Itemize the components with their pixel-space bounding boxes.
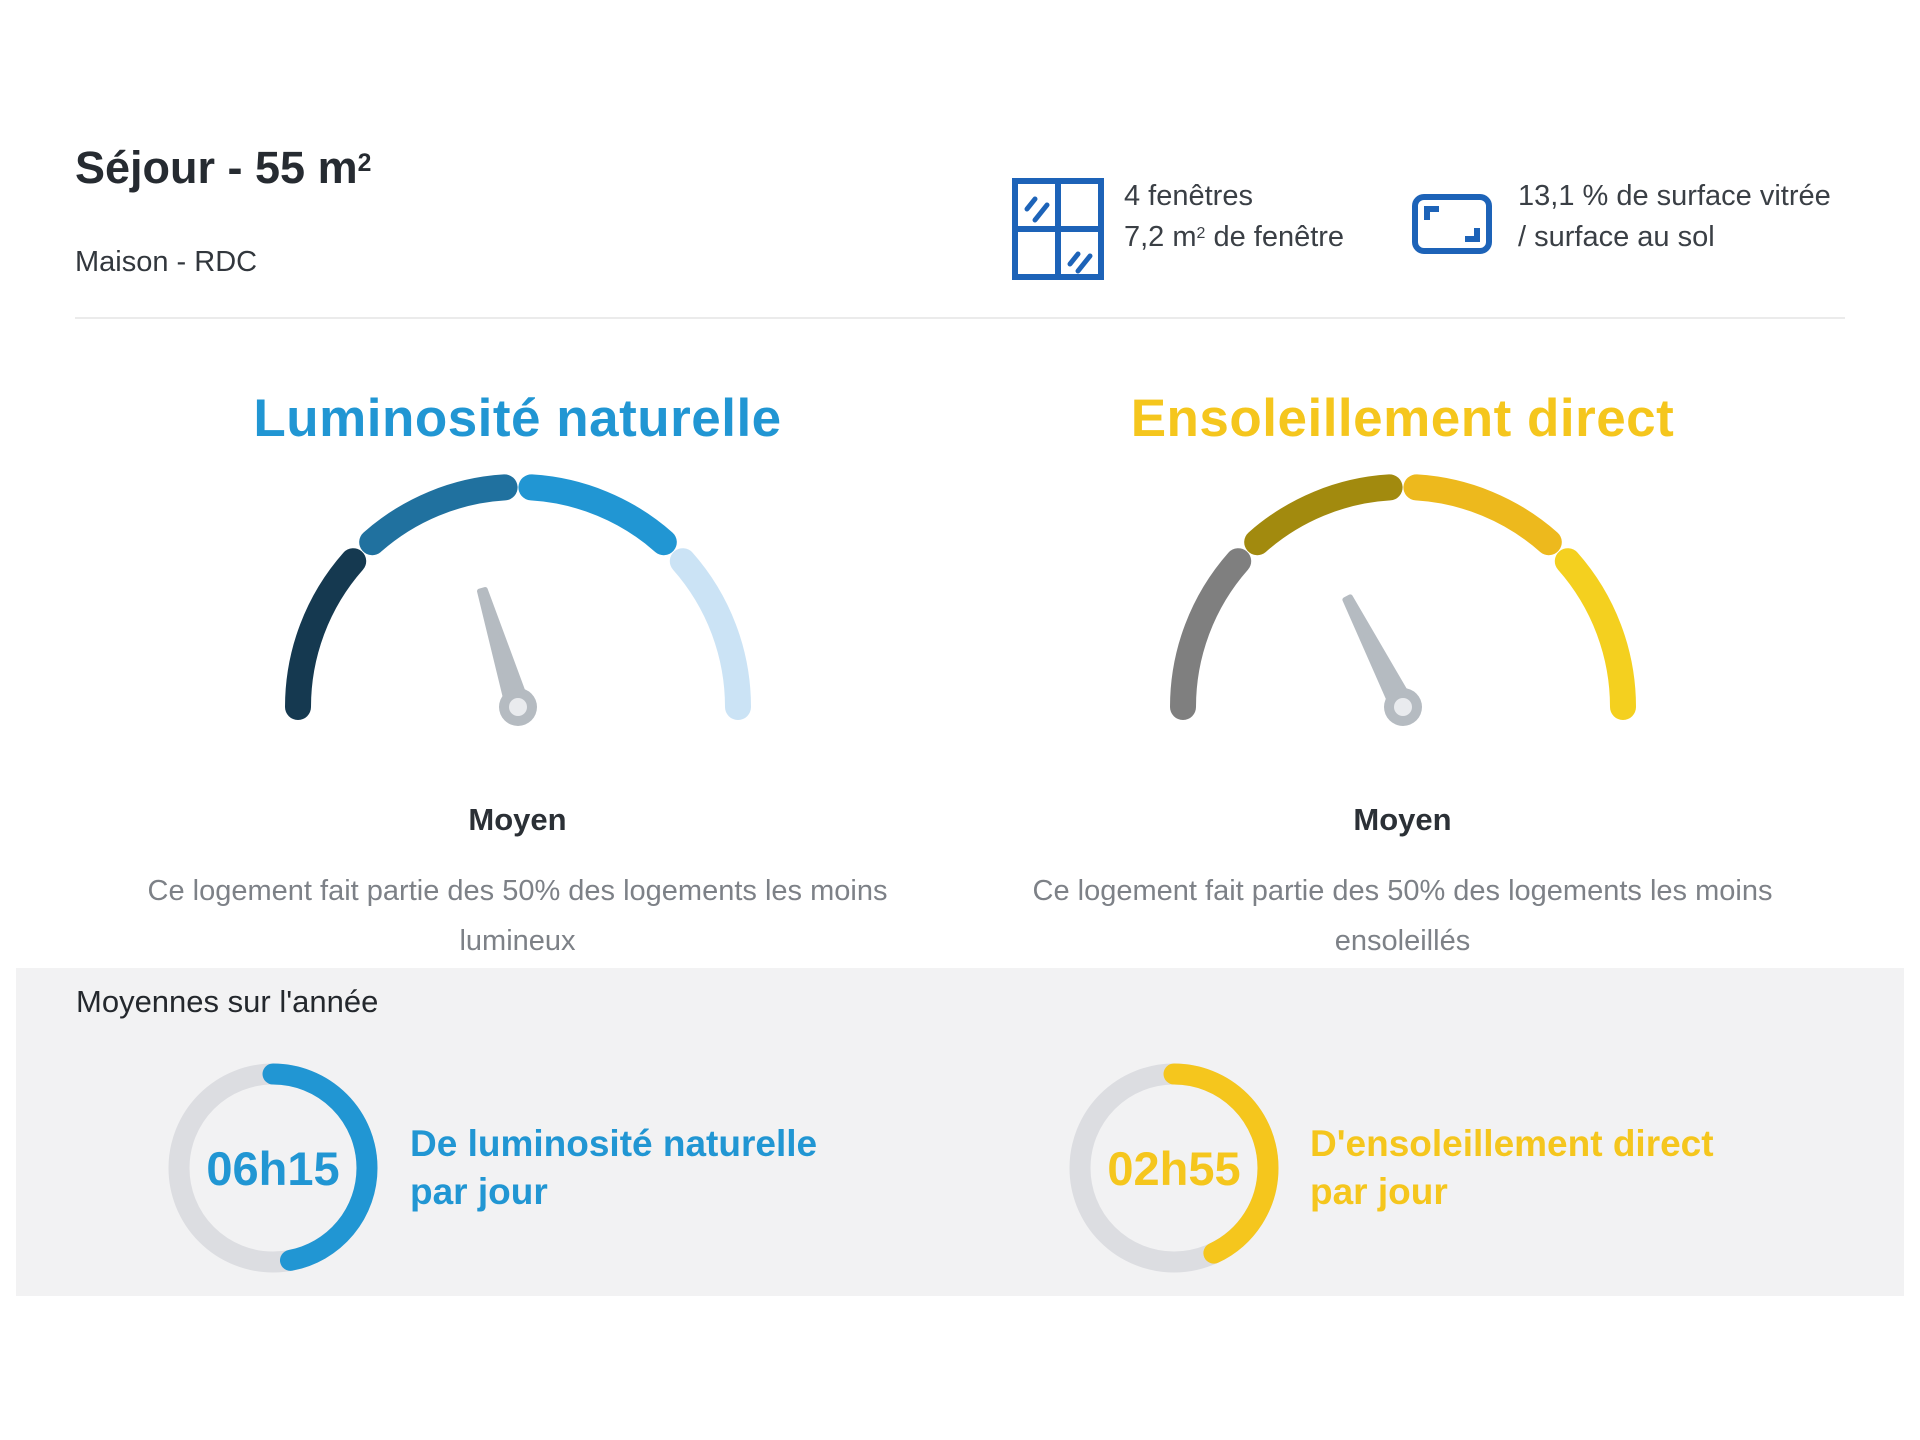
window-icon (1012, 178, 1104, 280)
ring-label-line1: D'ensoleillement direct (1310, 1123, 1714, 1164)
glazing-ratio-text: 13,1 % de surface vitrée / surface au so… (1518, 176, 1831, 258)
gauge-segment-1 (1169, 548, 1251, 720)
averages-heading: Moyennes sur l'année (76, 984, 379, 1019)
window-area-unit: de fenêtre (1205, 221, 1345, 253)
gauge-segment-3 (1402, 474, 1562, 556)
gauge-rating-luminosite: Moyen (468, 802, 567, 837)
gauge-segment-3 (517, 474, 677, 556)
direct-sun-section: Ensoleillement direct Moyen Ce logement … (960, 388, 1845, 966)
glazing-ratio-line1: 13,1 % de surface vitrée (1518, 180, 1831, 212)
page-title-superscript: 2 (357, 149, 372, 177)
ring-label-ensoleillement: D'ensoleillement direct par jour (1310, 1120, 1714, 1216)
natural-light-section: Luminosité naturelle Moyen Ce logement f… (75, 388, 960, 966)
window-count-line: 4 fenêtres (1124, 180, 1253, 212)
gauge-title-luminosite: Luminosité naturelle (253, 389, 782, 448)
gauge-description-line2: lumineux (459, 925, 576, 957)
glazing-surface-icon (1412, 194, 1492, 254)
ring-label-line2: par jour (410, 1171, 548, 1212)
ring-label-line2: par jour (1310, 1171, 1448, 1212)
window-area-line: 7,2 m2 de fenêtre (1124, 217, 1344, 262)
page-subtitle: Maison - RDC (75, 246, 258, 278)
window-area-value: 7,2 m (1124, 221, 1197, 253)
page-title: Séjour - 55 m2 (75, 142, 371, 194)
gauge-needle-hub-dot (508, 698, 527, 716)
gauge-segment-2 (1243, 474, 1403, 556)
ring-label-luminosite: De luminosité naturelle par jour (410, 1120, 817, 1216)
gauge-segment-2 (358, 474, 518, 556)
ring-value-luminosite: 06h15 (206, 1141, 340, 1195)
window-area-superscript: 2 (1196, 225, 1206, 243)
gauge-description-line2: ensoleillés (1334, 925, 1471, 957)
averages-panel: Moyennes sur l'année 06h15 De luminosité… (16, 968, 1904, 1296)
gauge-segment-1 (284, 548, 366, 720)
gauge-needle-hub-dot (1393, 698, 1412, 716)
gauge-description-ensoleillement: Ce logement fait partie des 50% des loge… (960, 866, 1845, 966)
gauge-title-ensoleillement: Ensoleillement direct (1130, 389, 1675, 448)
ring-progress (168, 1063, 378, 1273)
gauge-rating-ensoleillement: Moyen (1353, 802, 1452, 837)
gauge-segment-4 (1554, 548, 1636, 720)
ring-progress (1069, 1063, 1279, 1273)
page-title-text: Séjour - 55 m (75, 142, 358, 193)
gauge-chart-ensoleillement (960, 462, 1845, 732)
glazing-ratio-line2: / surface au sol (1518, 221, 1715, 253)
window-count-text: 4 fenêtres 7,2 m2 de fenêtre (1124, 176, 1344, 262)
ring-chart-luminosite: 06h15 (167, 1062, 379, 1274)
gauge-chart-luminosite (75, 462, 960, 732)
header-divider (75, 317, 1845, 319)
gauge-segment-4 (669, 548, 751, 720)
ring-value-ensoleillement: 02h55 (1107, 1141, 1241, 1195)
ring-chart-ensoleillement: 02h55 (1068, 1062, 1280, 1274)
ring-label-line1: De luminosité naturelle (410, 1123, 818, 1164)
gauge-description-luminosite: Ce logement fait partie des 50% des loge… (75, 866, 960, 966)
gauge-description-line1: Ce logement fait partie des 50% des loge… (147, 875, 888, 907)
gauge-description-line1: Ce logement fait partie des 50% des loge… (1032, 875, 1773, 907)
